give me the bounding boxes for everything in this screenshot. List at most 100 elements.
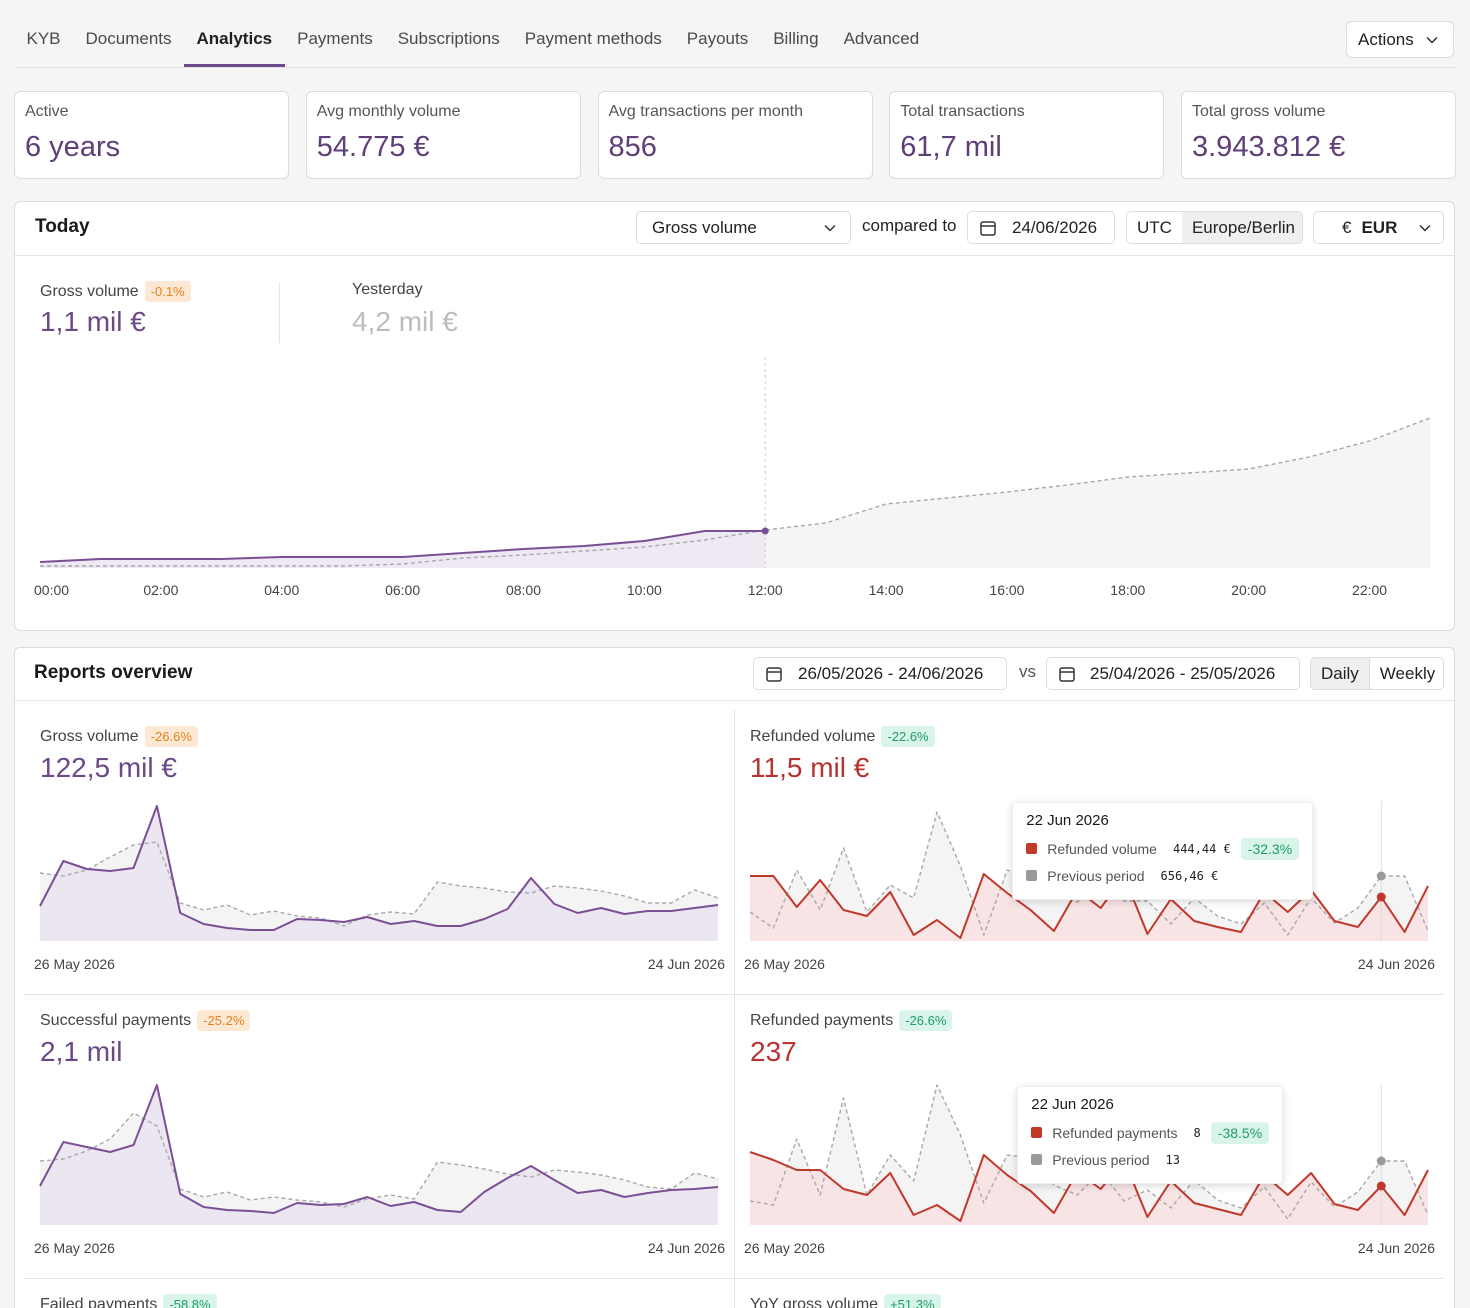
today-card <box>14 201 1455 631</box>
date-start: 26 May 2026 <box>744 1240 825 1256</box>
tab[interactable]: Billing <box>773 29 819 48</box>
stat-card: Avg transactions per month 856 <box>597 91 873 179</box>
panel-title-row: YoY gross volume +51.3% <box>750 1294 941 1308</box>
panel-title: Refunded volume <box>750 727 876 745</box>
panel-title: Gross volume <box>40 727 139 745</box>
change-badge: -0.1% <box>144 281 191 302</box>
tooltip-series: Previous period <box>1047 867 1145 884</box>
legend-swatch <box>1031 1154 1043 1165</box>
divider <box>734 710 735 1308</box>
stat-label: Active <box>25 103 69 120</box>
panel-title: Refunded payments <box>750 1011 894 1029</box>
tab[interactable]: Analytics <box>184 22 285 67</box>
panel-value: 2,1 mil <box>40 1036 123 1067</box>
tooltip-value: 444,44 € <box>1172 841 1231 856</box>
vs-label: vs <box>1019 662 1036 681</box>
stat-value: 3.943.812 € <box>1192 131 1346 163</box>
summary-label: Yesterday <box>352 281 423 298</box>
divider <box>279 282 280 343</box>
change-badge: -38.5% <box>1210 1121 1270 1144</box>
currency: EUR <box>1361 218 1398 237</box>
tooltip-series: Previous period <box>1052 1151 1150 1168</box>
stat-label: Total transactions <box>900 103 1025 120</box>
divider <box>15 255 1454 256</box>
tooltip-series: Refunded payments <box>1052 1124 1178 1141</box>
date-start: 26 May 2026 <box>34 956 115 972</box>
stat-value: 54.775 € <box>316 131 430 163</box>
panel-title-row: Failed payments -58.8% <box>40 1294 217 1308</box>
currency-symbol: € <box>1342 218 1352 237</box>
reports-title: Reports overview <box>34 662 193 683</box>
compare-range-picker[interactable]: 25/04/2026 - 25/05/2026 <box>1046 657 1300 690</box>
tab[interactable]: Subscriptions <box>397 29 500 48</box>
tooltip-row: Refunded payments 8 -38.5% <box>1031 1119 1270 1146</box>
panel-title-row: Gross volume -26.6% <box>40 726 198 747</box>
tab[interactable]: Payouts <box>686 29 749 48</box>
stat-label: Avg monthly volume <box>316 103 461 120</box>
stat-card: Total transactions 61,7 mil <box>889 91 1165 179</box>
divider <box>734 994 1444 995</box>
tab-bar: KYB Documents Analytics Payments Subscriptio… <box>14 22 932 67</box>
legend-swatch <box>1026 870 1038 881</box>
tooltip-date: 22 Jun 2026 <box>1026 812 1109 829</box>
granularity-option[interactable]: Daily <box>1311 658 1370 689</box>
divider <box>15 700 1454 701</box>
panel-value: 122,5 mil € <box>40 752 177 783</box>
currency-select[interactable]: € EUR <box>1313 211 1444 244</box>
date-picker[interactable]: 24/06/2026 <box>967 211 1115 244</box>
stat-card: Active 6 years <box>14 91 289 179</box>
tooltip: 22 Jun 2026 Refunded volume 444,44 € -32.3%… <box>1012 802 1314 900</box>
range-picker[interactable]: 26/05/2026 - 24/06/2026 <box>753 657 1007 690</box>
panel-value: 11,5 mil € <box>750 752 870 783</box>
change-badge: -22.6% <box>881 726 935 747</box>
compared-to: compared to <box>862 216 957 235</box>
actions-button[interactable]: Actions <box>1346 21 1454 58</box>
divider <box>24 994 734 995</box>
tooltip-series: Refunded volume <box>1047 840 1157 857</box>
stat-value: 61,7 mil <box>900 131 1002 163</box>
divider <box>15 67 1455 68</box>
legend-swatch <box>1031 1127 1043 1138</box>
date-end: 24 Jun 2026 <box>1357 1240 1435 1256</box>
tooltip-row: Previous period 656,46 € <box>1026 862 1299 889</box>
divider <box>24 1278 734 1279</box>
panel-title: Failed payments <box>40 1295 158 1308</box>
tooltip-row: Previous period 13 <box>1031 1146 1269 1173</box>
timezone-toggle: UTC Europe/Berlin <box>1126 211 1303 244</box>
today-title: Today <box>35 216 90 237</box>
tooltip-row: Refunded volume 444,44 € -32.3% <box>1026 835 1300 862</box>
tooltip-value: 13 <box>1165 1152 1180 1167</box>
stat-value: 6 years <box>25 131 121 163</box>
date-start: 26 May 2026 <box>744 956 825 972</box>
tooltip-date: 22 Jun 2026 <box>1031 1096 1114 1113</box>
tab[interactable]: Documents <box>85 29 172 48</box>
summary-label-row: Yesterday <box>352 281 423 299</box>
panel-title-row: Refunded payments -26.6% <box>750 1010 953 1031</box>
panel-title: YoY gross volume <box>750 1295 879 1308</box>
timezone-option[interactable]: Europe/Berlin <box>1181 212 1302 243</box>
granularity-option[interactable]: Weekly <box>1379 664 1436 683</box>
stat-label: Total gross volume <box>1192 103 1326 120</box>
tooltip: 22 Jun 2026 Refunded payments 8 -38.5% Previ… <box>1017 1086 1284 1184</box>
tab[interactable]: Advanced <box>843 29 920 48</box>
summary-label: Gross volume <box>40 282 139 300</box>
tab[interactable]: Payment methods <box>524 29 662 48</box>
change-badge: -58.8% <box>163 1294 217 1308</box>
summary-value: 4,2 mil € <box>352 306 458 337</box>
change-badge: +51.3% <box>884 1294 941 1308</box>
timezone-option[interactable]: UTC <box>1137 218 1172 237</box>
metric-select[interactable]: Gross volume <box>636 211 851 244</box>
tab[interactable]: KYB <box>26 29 61 48</box>
change-badge: -25.2% <box>197 1010 251 1031</box>
legend-swatch <box>1026 843 1038 854</box>
stat-label: Avg transactions per month <box>608 103 803 120</box>
tooltip-value: 8 <box>1193 1125 1201 1140</box>
stat-value: 856 <box>608 131 657 163</box>
tab[interactable]: Payments <box>297 29 373 48</box>
divider <box>734 1278 1444 1279</box>
change-badge: -32.3% <box>1240 837 1300 860</box>
panel-title-row: Refunded volume -22.6% <box>750 726 935 747</box>
date-end: 24 Jun 2026 <box>647 956 725 972</box>
tooltip-value: 656,46 € <box>1160 868 1219 883</box>
